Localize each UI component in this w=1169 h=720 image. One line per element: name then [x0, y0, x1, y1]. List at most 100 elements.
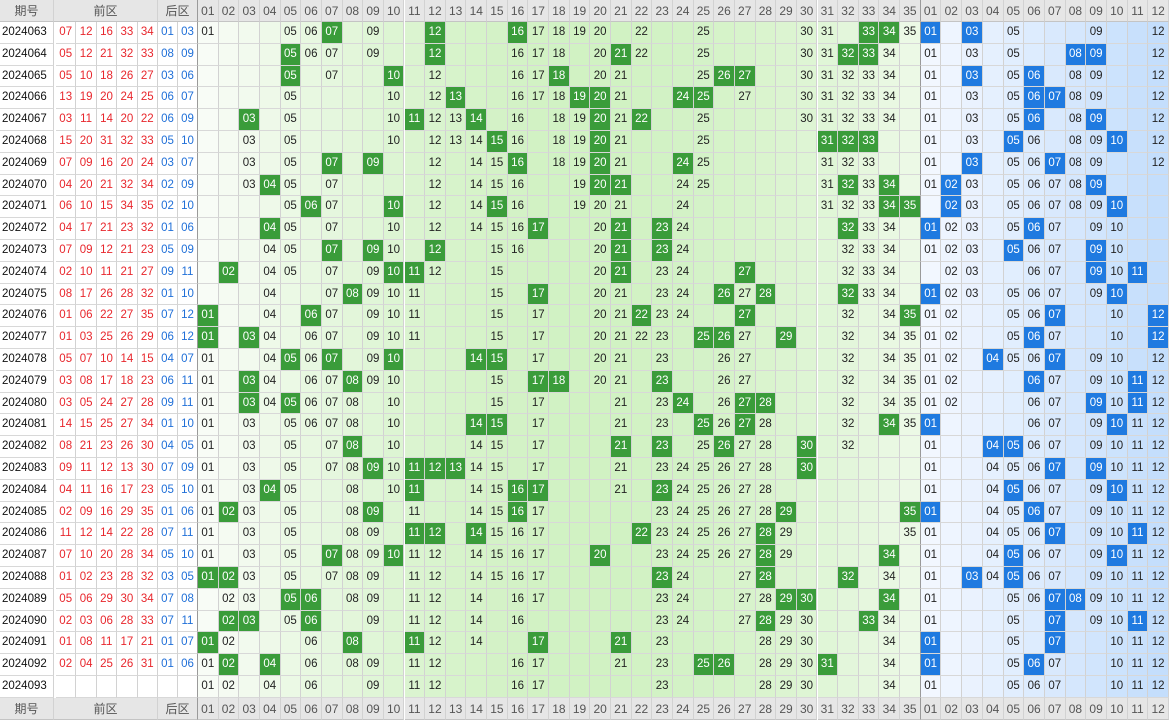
header-front-02: 02 [218, 697, 240, 720]
front-cell-24 [672, 370, 694, 393]
front-number: 32 [117, 174, 138, 197]
back-cell-01: 01 [920, 436, 942, 458]
front-cell-31 [817, 545, 839, 567]
front-cell-32: 32 [838, 283, 859, 306]
back-cell-09 [1086, 632, 1107, 655]
header-back-10: 10 [1106, 0, 1128, 22]
front-cell-29: 29 [776, 676, 797, 698]
back-cell-03: 03 [962, 131, 983, 153]
back-cell-12: 12 [1148, 22, 1169, 44]
front-cell-19 [569, 479, 591, 502]
front-cell-15 [487, 610, 508, 633]
front-cell-09 [363, 479, 384, 502]
front-cell-04 [259, 632, 281, 655]
back-number: 06 [158, 327, 178, 349]
front-number: 22 [117, 523, 138, 546]
back-cell-02: 02 [941, 261, 963, 284]
front-cell-11 [404, 65, 426, 88]
front-cell-06 [301, 501, 322, 524]
front-number: 21 [96, 43, 118, 66]
front-cell-23 [652, 87, 673, 110]
front-cell-32: 32 [838, 218, 859, 240]
front-cell-18 [549, 479, 570, 502]
front-cell-04 [259, 43, 281, 66]
front-cell-31 [817, 610, 839, 633]
front-cell-09: 09 [363, 305, 384, 328]
front-number: 14 [96, 109, 118, 131]
header-back-05: 05 [1003, 697, 1025, 720]
front-cell-32 [838, 676, 859, 698]
front-cell-22 [631, 283, 653, 306]
back-number: 11 [178, 261, 198, 284]
front-cell-02 [218, 349, 240, 371]
front-cell-07: 07 [321, 370, 343, 393]
front-number: 32 [117, 131, 138, 153]
back-cell-04 [982, 174, 1004, 197]
front-cell-06 [301, 240, 322, 262]
front-cell-15 [487, 654, 508, 676]
back-cell-07: 07 [1044, 588, 1066, 611]
back-cell-01: 01 [920, 305, 942, 328]
front-cell-10: 10 [383, 305, 405, 328]
front-cell-02 [218, 392, 240, 415]
front-cell-14 [466, 370, 488, 393]
back-cell-02 [941, 65, 963, 88]
header-back: 后区 [158, 0, 198, 22]
header-front-03: 03 [239, 697, 260, 720]
front-cell-26 [714, 632, 735, 655]
back-cell-11 [1127, 22, 1149, 44]
front-cell-25: 25 [693, 109, 715, 131]
front-cell-08 [342, 305, 364, 328]
front-cell-29 [776, 414, 797, 437]
front-cell-23 [652, 131, 673, 153]
back-cell-07: 07 [1044, 327, 1066, 349]
front-cell-28 [755, 131, 777, 153]
front-number: 23 [117, 218, 138, 240]
front-cell-10: 10 [383, 261, 405, 284]
front-cell-09 [363, 414, 384, 437]
back-cell-05: 05 [1003, 349, 1025, 371]
front-cell-09 [363, 392, 384, 415]
front-cell-26: 26 [714, 392, 735, 415]
front-cell-03: 03 [239, 414, 260, 437]
back-cell-11 [1127, 65, 1149, 88]
back-cell-08 [1065, 523, 1087, 546]
front-cell-08: 08 [342, 501, 364, 524]
back-cell-10: 10 [1106, 654, 1128, 676]
front-cell-11 [404, 436, 426, 458]
back-number: 07 [158, 523, 178, 546]
front-number: 21 [76, 436, 97, 458]
back-cell-02 [941, 152, 963, 175]
front-cell-06: 06 [301, 610, 322, 633]
front-number: 09 [76, 152, 97, 175]
back-cell-07: 07 [1044, 240, 1066, 262]
back-number: 06 [178, 65, 198, 88]
back-cell-11: 11 [1127, 370, 1149, 393]
front-cell-12 [425, 392, 446, 415]
front-number: 34 [137, 588, 158, 611]
front-cell-29: 29 [776, 588, 797, 611]
front-cell-21: 21 [611, 632, 632, 655]
front-cell-30 [796, 196, 818, 219]
front-cell-16: 16 [507, 240, 529, 262]
front-number: 17 [96, 370, 118, 393]
back-cell-02: 02 [941, 370, 963, 393]
front-cell-33: 33 [858, 610, 880, 633]
back-cell-03 [962, 414, 983, 437]
back-number: 08 [178, 588, 198, 611]
header-front-07: 07 [321, 0, 343, 22]
front-number: 02 [56, 654, 77, 676]
back-cell-10: 10 [1106, 305, 1128, 328]
front-cell-35: 35 [900, 501, 921, 524]
back-cell-03: 03 [962, 567, 983, 589]
back-cell-08: 08 [1065, 87, 1087, 110]
front-cell-35 [900, 545, 921, 567]
front-cell-34: 34 [879, 610, 901, 633]
front-cell-15: 15 [487, 196, 508, 219]
front-cell-11: 11 [404, 458, 426, 480]
front-cell-19 [569, 523, 591, 546]
back-cell-05: 05 [1003, 327, 1025, 349]
front-cell-16 [507, 261, 529, 284]
header-back-02: 02 [941, 0, 963, 22]
front-cell-16: 16 [507, 588, 529, 611]
